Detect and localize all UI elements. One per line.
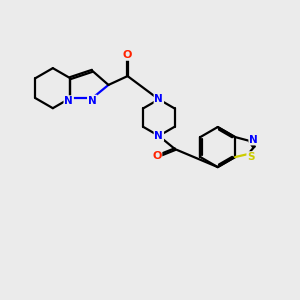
Text: S: S bbox=[247, 152, 255, 162]
Text: N: N bbox=[88, 95, 97, 106]
Text: N: N bbox=[249, 135, 258, 145]
Text: N: N bbox=[64, 96, 73, 106]
Text: N: N bbox=[154, 131, 163, 141]
Text: N: N bbox=[154, 94, 163, 104]
Text: O: O bbox=[123, 50, 132, 60]
Text: O: O bbox=[152, 152, 161, 161]
